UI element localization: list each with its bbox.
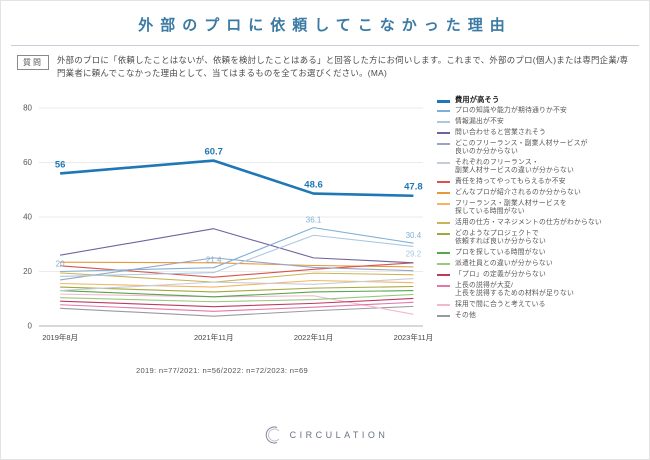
legend-swatch [437, 181, 450, 184]
series-line [60, 257, 414, 281]
legend-label: どこのフリーランス・副業人材サービスが 良いのか分からない [455, 140, 588, 156]
x-tick-label: 2023年11月 [394, 332, 433, 342]
y-tick-label: 20 [23, 267, 32, 276]
series-line [60, 297, 414, 308]
series-line [60, 278, 414, 292]
chart-legend: 費用が高そうプロの知識や能力が期待通りか不安 情報漏出が不安問い合わせると営業され… [437, 82, 645, 375]
legend-item: プロを探している時間がない [437, 249, 645, 257]
circulation-logo: CIRCULATION [1, 424, 649, 446]
legend-swatch [437, 192, 450, 195]
legend-swatch [437, 143, 450, 146]
legend-item: 採用で間に合うと考えている [437, 301, 645, 309]
line-chart: 0 20 40 60 80 2019年8月 2021年11月 2022年11月 2023年11月… [7, 82, 437, 364]
data-label: 36.1 [306, 216, 322, 225]
chart-area: 0 20 40 60 80 2019年8月 2021年11月 2022年11月 2023年11月… [7, 82, 649, 375]
legend-item: どこのフリーランス・副業人材サービスが 良いのか分からない [437, 140, 645, 157]
legend-label: どのようなプロジェクトで 依頼すれば良いか分からない [455, 230, 546, 246]
logo-text: CIRCULATION [289, 430, 389, 440]
legend-item: 「プロ」の定義が分からない [437, 271, 645, 279]
y-tick-label: 40 [23, 213, 32, 222]
series-line [60, 293, 414, 303]
legend-label: それぞれのフリーランス・ 副業人材サービスの違いが分からない [455, 159, 574, 175]
series-line [60, 262, 414, 278]
series-line [60, 159, 414, 198]
legend-label: 問い合わせると営業されそう [455, 129, 546, 137]
question-text: 外部のプロに「依頼したことはないが、依頼を検討したことはある」と回答した方にお伺… [57, 55, 629, 79]
x-tick-label: 2021年11月 [194, 332, 233, 342]
page-title: 外部のプロに依頼してこなかった理由 [138, 17, 512, 34]
chart-column: 0 20 40 60 80 2019年8月 2021年11月 2022年11月 2023年11月… [7, 82, 437, 376]
title-divider [11, 45, 639, 46]
x-tick-label: 2019年8月 [42, 332, 78, 342]
legend-swatch [437, 203, 450, 206]
sample-sizes: 2019: n=77/2021: n=56/2022: n=72/2023: n… [135, 366, 309, 376]
legend-item: 活用の仕方・マネジメントの仕方がわからない [437, 219, 645, 227]
legend-swatch [437, 304, 450, 307]
legend-label: 採用で間に合うと考えている [455, 301, 546, 309]
series-line [60, 301, 414, 312]
legend-swatch [437, 284, 450, 287]
legend-item: その他 [437, 312, 645, 320]
legend-item: どんなプロが紹介されるのか分からない [437, 189, 645, 197]
x-tick-label: 2022年11月 [294, 332, 333, 342]
legend-label: 活用の仕方・マネジメントの仕方がわからない [455, 219, 602, 227]
series-line [60, 227, 414, 273]
legend-swatch [437, 110, 450, 113]
legend-swatch [437, 121, 450, 124]
legend-label: 費用が高そう [455, 95, 500, 105]
data-label: 56 [55, 159, 66, 170]
question-label: 質問 [17, 55, 49, 70]
legend-label: プロの知識や能力が期待通りか不安 [455, 107, 567, 115]
data-label: 30.4 [406, 231, 422, 240]
legend-item: 問い合わせると営業されそう [437, 129, 645, 137]
legend-item: 上長の説得が大変/ 上長を説得するための材料が足りない [437, 282, 645, 299]
legend-label: 派遣社員との違いが分からない [455, 260, 553, 268]
legend-swatch [437, 233, 450, 236]
legend-item: 情報漏出が不安 [437, 118, 645, 126]
series-line [60, 305, 414, 317]
legend-label: 責任を持ってやってもらえるか不安 [455, 178, 566, 186]
data-label: 47.8 [404, 182, 423, 193]
legend-label: フリーランス・副業人材サービスを 探している時間がない [455, 200, 567, 216]
legend-swatch [437, 162, 450, 165]
legend-item: 費用が高そう [437, 95, 645, 105]
legend-swatch [437, 252, 450, 255]
question-section: 質問 外部のプロに「依頼したことはないが、依頼を検討したことはある」と回答した方… [17, 54, 633, 80]
legend-swatch [437, 132, 450, 135]
legend-swatch [437, 222, 450, 225]
data-label: 60.7 [204, 147, 223, 158]
series-line [60, 234, 414, 277]
data-label: 29.2 [406, 249, 422, 258]
series-line [60, 290, 414, 298]
line-chart-svg: 0 20 40 60 80 2019年8月 2021年11月 2022年11月 2023年11月… [23, 104, 433, 343]
legend-item: どのようなプロジェクトで 依頼すれば良いか分からない [437, 230, 645, 247]
legend-swatch [437, 314, 450, 317]
logo-c-mark-icon [265, 426, 279, 444]
series-line [60, 285, 414, 293]
legend-swatch [437, 263, 450, 266]
legend-label: プロを探している時間がない [455, 249, 546, 257]
legend-label: その他 [455, 311, 476, 319]
series-line [60, 228, 414, 264]
legend-item: 責任を持ってやってもらえるか不安 [437, 178, 645, 186]
y-tick-label: 60 [23, 158, 32, 167]
legend-label: 上長の説得が大変/ 上長を説得するための材料が足りない [455, 281, 574, 298]
data-label: 21.4 [206, 256, 222, 265]
legend-item: プロの知識や能力が期待通りか不安 [437, 107, 645, 115]
data-label: 20 [56, 260, 65, 269]
legend-item: それぞれのフリーランス・ 副業人材サービスの違いが分からない [437, 159, 645, 176]
legend-label: 「プロ」の定義が分からない [455, 271, 546, 279]
data-label: 48.6 [304, 180, 323, 191]
series-line [60, 272, 414, 283]
legend-item: フリーランス・副業人材サービスを 探している時間がない [437, 200, 645, 217]
legend-label: 情報漏出が不安 [455, 118, 504, 126]
y-tick-label: 0 [28, 322, 33, 331]
legend-label: どんなプロが紹介されるのか分からない [455, 189, 581, 197]
legend-swatch [437, 99, 450, 103]
legend-swatch [437, 274, 450, 277]
legend-item: 派遣社員との違いが分からない [437, 260, 645, 268]
y-tick-label: 80 [23, 104, 32, 113]
